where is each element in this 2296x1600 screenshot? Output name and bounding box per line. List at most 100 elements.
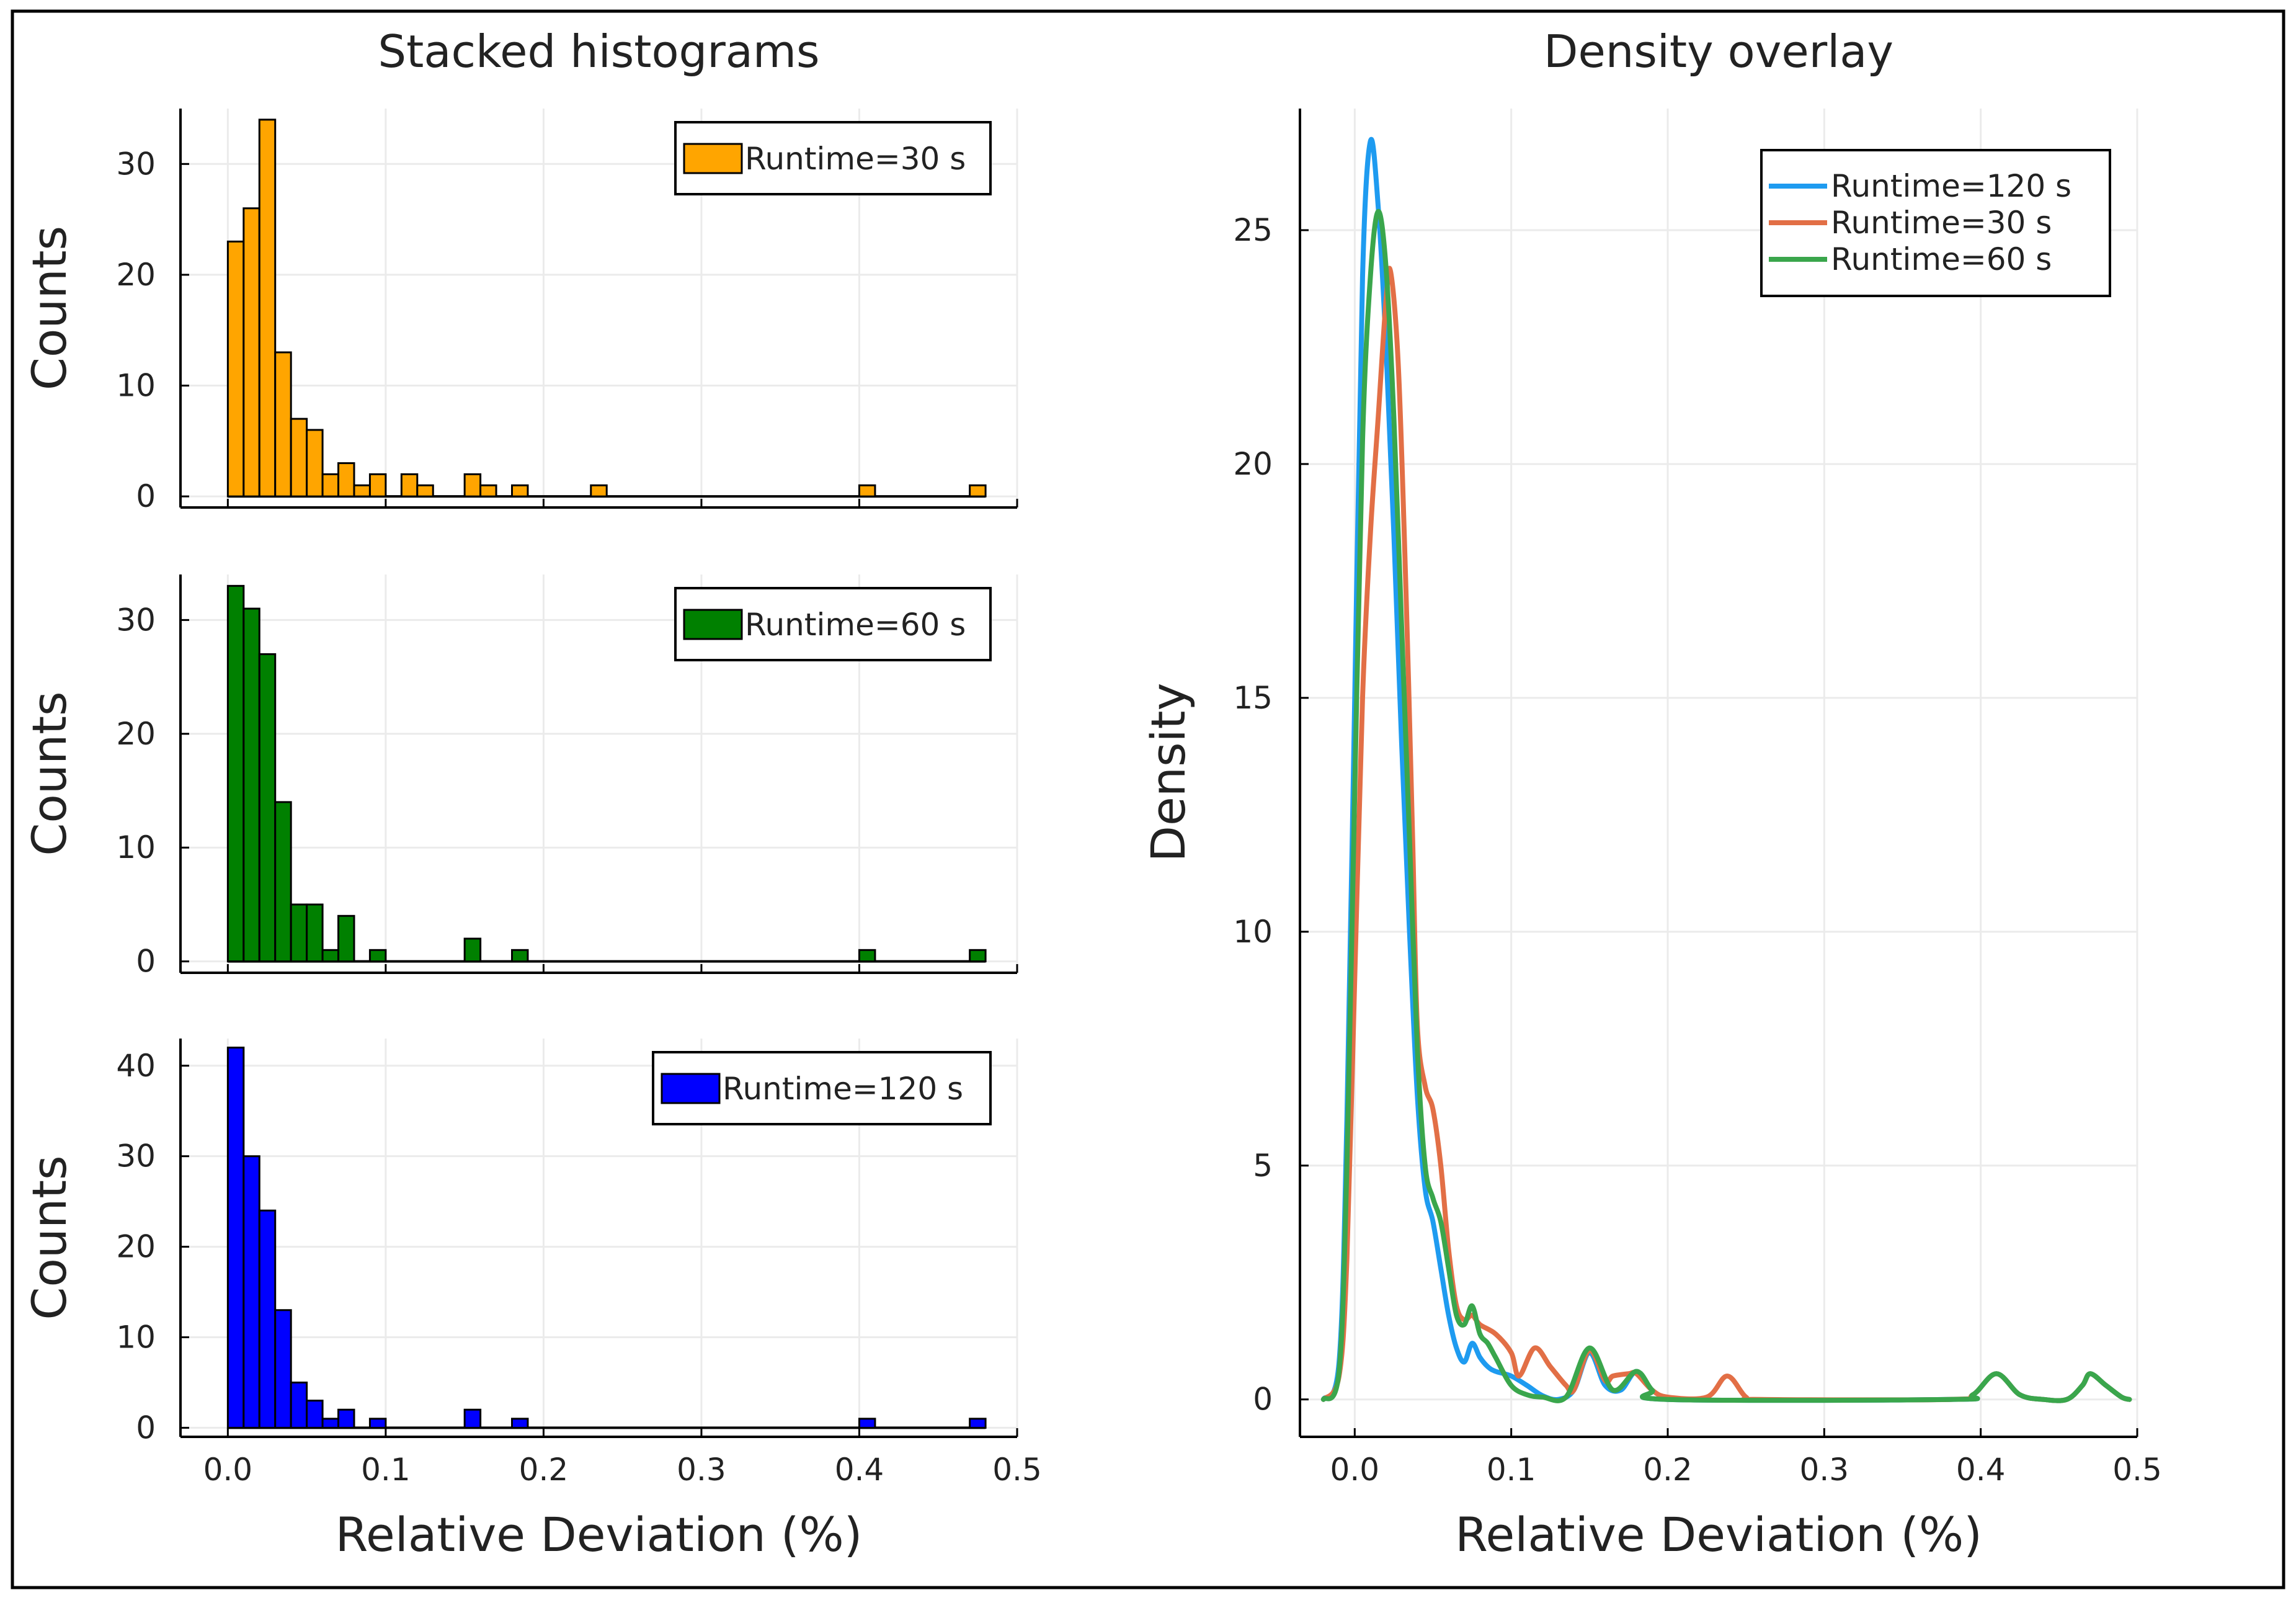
left-chart-title: Stacked histograms — [378, 25, 819, 78]
x-tick-label: 0.0 — [1330, 1452, 1380, 1488]
right-chart-title: Density overlay — [1544, 25, 1893, 78]
x-tick-label: 0.2 — [519, 1452, 569, 1488]
histogram-bar — [226, 240, 245, 498]
histogram-bar — [858, 949, 876, 963]
histogram-bar — [321, 949, 340, 963]
histogram-bar — [258, 1209, 277, 1429]
stacked-histograms-chart: Stacked histograms 0 10 20 30 Counts Runtime=3… — [22, 25, 1042, 1562]
histogram-bar — [337, 462, 355, 498]
density-overlay-chart: Density overlay 0 5 10 15 20 25 0.0 0.1 0.2 0.3 0.4… — [1141, 25, 2162, 1562]
legend-label: Runtime=30 s — [745, 141, 966, 177]
figure-frame — [11, 9, 2285, 1589]
histogram-bar — [969, 1418, 987, 1429]
histogram-bar — [243, 607, 260, 963]
x-axis-label: Relative Deviation (%) — [336, 1507, 863, 1562]
histogram-bar — [400, 473, 419, 498]
legend: Runtime=60 s — [674, 587, 992, 661]
x-tick-label: 0.5 — [2112, 1452, 2162, 1488]
x-tick-label: 0.2 — [1643, 1452, 1693, 1488]
x-tick-label: 0.4 — [835, 1452, 884, 1488]
x-tick-label: 0.3 — [1800, 1452, 1849, 1488]
y-tick-label: 40 — [116, 1048, 156, 1084]
histogram-bar — [321, 473, 340, 498]
legend-swatch — [661, 1073, 721, 1104]
histogram-bar — [969, 484, 987, 498]
histogram-bar — [479, 484, 497, 498]
y-axis-label: Counts — [22, 1155, 77, 1320]
y-tick-label: 0 — [136, 1410, 156, 1446]
histogram-bar — [463, 473, 482, 498]
histogram-bar — [290, 1381, 308, 1429]
y-axis-label: Counts — [22, 226, 77, 390]
histogram-bar — [258, 653, 277, 963]
histogram-bar — [321, 1418, 340, 1429]
histogram-bar — [290, 418, 308, 498]
y-tick-label: 15 — [1233, 680, 1273, 716]
legend-label: Runtime=120 s — [723, 1071, 963, 1107]
y-axis-label: Density — [1141, 683, 1196, 862]
histogram-bar — [290, 903, 308, 963]
histogram-bar — [463, 1408, 482, 1429]
y-tick-label: 5 — [1253, 1148, 1273, 1184]
histogram-panel-2: 0 10 20 30 Counts Runtime=60 s — [22, 574, 1018, 980]
legend-label: Runtime=60 s — [1831, 241, 2052, 277]
y-tick-label: 10 — [116, 1320, 156, 1356]
y-tick-label: 30 — [116, 602, 156, 638]
histogram-bar — [243, 1155, 260, 1429]
y-tick-label: 0 — [136, 944, 156, 980]
histogram-bar — [590, 484, 608, 498]
x-tick-label: 0.1 — [361, 1452, 411, 1488]
histogram-bar — [368, 473, 387, 498]
x-axis-label: Relative Deviation (%) — [1455, 1507, 1982, 1562]
legend: Runtime=30 s — [674, 121, 992, 195]
y-tick-label: 30 — [116, 146, 156, 182]
histogram-panel-3: 0 10 20 30 40 Counts Runtime=120 s — [22, 1039, 1018, 1446]
histogram-bar — [511, 1418, 529, 1429]
legend-swatch — [683, 143, 743, 174]
y-tick-label: 20 — [116, 1229, 156, 1265]
legend-label: Runtime=120 s — [1831, 168, 2071, 204]
histogram-bar — [858, 484, 876, 498]
histogram-bar — [274, 1309, 292, 1429]
histogram-bar — [306, 903, 324, 963]
histogram-bar — [337, 914, 355, 963]
x-tick-label: 0.5 — [992, 1452, 1042, 1488]
y-tick-label: 10 — [116, 829, 156, 865]
x-tick-label: 0.1 — [1487, 1452, 1536, 1488]
histogram-bar — [368, 1418, 387, 1429]
y-tick-label: 0 — [136, 478, 156, 514]
y-tick-label: 10 — [1233, 914, 1273, 950]
legend-label: Runtime=30 s — [1831, 205, 2052, 241]
y-axis-label: Counts — [22, 691, 77, 856]
histogram-bar — [306, 429, 324, 498]
histogram-bar — [337, 1408, 355, 1429]
density-line-3 — [1320, 208, 2132, 1403]
histogram-bar — [416, 484, 434, 498]
legend-swatch — [683, 609, 743, 640]
histogram-bar — [463, 937, 482, 963]
histogram-bar — [226, 584, 245, 963]
y-tick-label: 20 — [116, 257, 156, 293]
histogram-bar — [258, 118, 277, 498]
y-tick-label: 25 — [1233, 212, 1273, 248]
histogram-bar — [274, 801, 292, 963]
histogram-bar — [511, 484, 529, 498]
legend-label: Runtime=60 s — [745, 607, 966, 643]
histogram-panel-1: 0 10 20 30 Counts Runtime=30 s — [22, 109, 1018, 514]
histogram-bar — [511, 949, 529, 963]
histogram-bar — [353, 484, 371, 498]
y-tick-label: 30 — [116, 1138, 156, 1174]
histogram-bar — [969, 949, 987, 963]
histogram-bar — [243, 207, 260, 498]
histogram-bar — [306, 1400, 324, 1429]
y-tick-label: 10 — [116, 368, 156, 404]
histogram-bar — [368, 949, 387, 963]
histogram-bar — [858, 1418, 876, 1429]
legend: Runtime=120 s — [652, 1051, 992, 1125]
y-tick-label: 0 — [1253, 1382, 1273, 1418]
x-tick-label: 0.4 — [1956, 1452, 2006, 1488]
x-tick-label: 0.0 — [203, 1452, 253, 1488]
y-tick-label: 20 — [116, 716, 156, 752]
